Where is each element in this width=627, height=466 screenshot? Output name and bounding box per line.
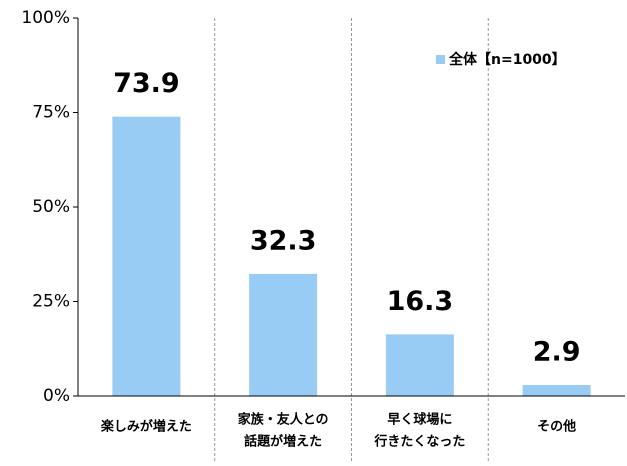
y-tick-label: 25% <box>32 292 70 312</box>
bar <box>249 273 318 396</box>
y-tick-label: 0% <box>43 386 70 406</box>
legend-label: 全体【n=1000】 <box>448 51 566 68</box>
value-label: 32.3 <box>250 225 317 256</box>
bar <box>522 385 591 396</box>
value-label: 16.3 <box>387 286 454 317</box>
y-tick-label: 100% <box>21 8 70 28</box>
x-tick-label: 行きたくなった <box>373 434 465 450</box>
x-tick-label: 早く球場に <box>387 412 452 428</box>
y-tick-label: 75% <box>32 103 70 123</box>
legend-swatch <box>436 55 445 64</box>
x-tick-label: その他 <box>537 419 576 435</box>
y-tick-label: 50% <box>32 197 70 217</box>
value-label: 73.9 <box>113 68 180 99</box>
x-tick-label: 家族・友人との <box>238 412 329 428</box>
bar <box>112 116 181 397</box>
value-label: 2.9 <box>533 337 581 368</box>
x-tick-label: 話題が増えた <box>244 434 322 450</box>
bar <box>385 334 454 396</box>
x-tick-label: 楽しみが増えた <box>100 419 192 435</box>
